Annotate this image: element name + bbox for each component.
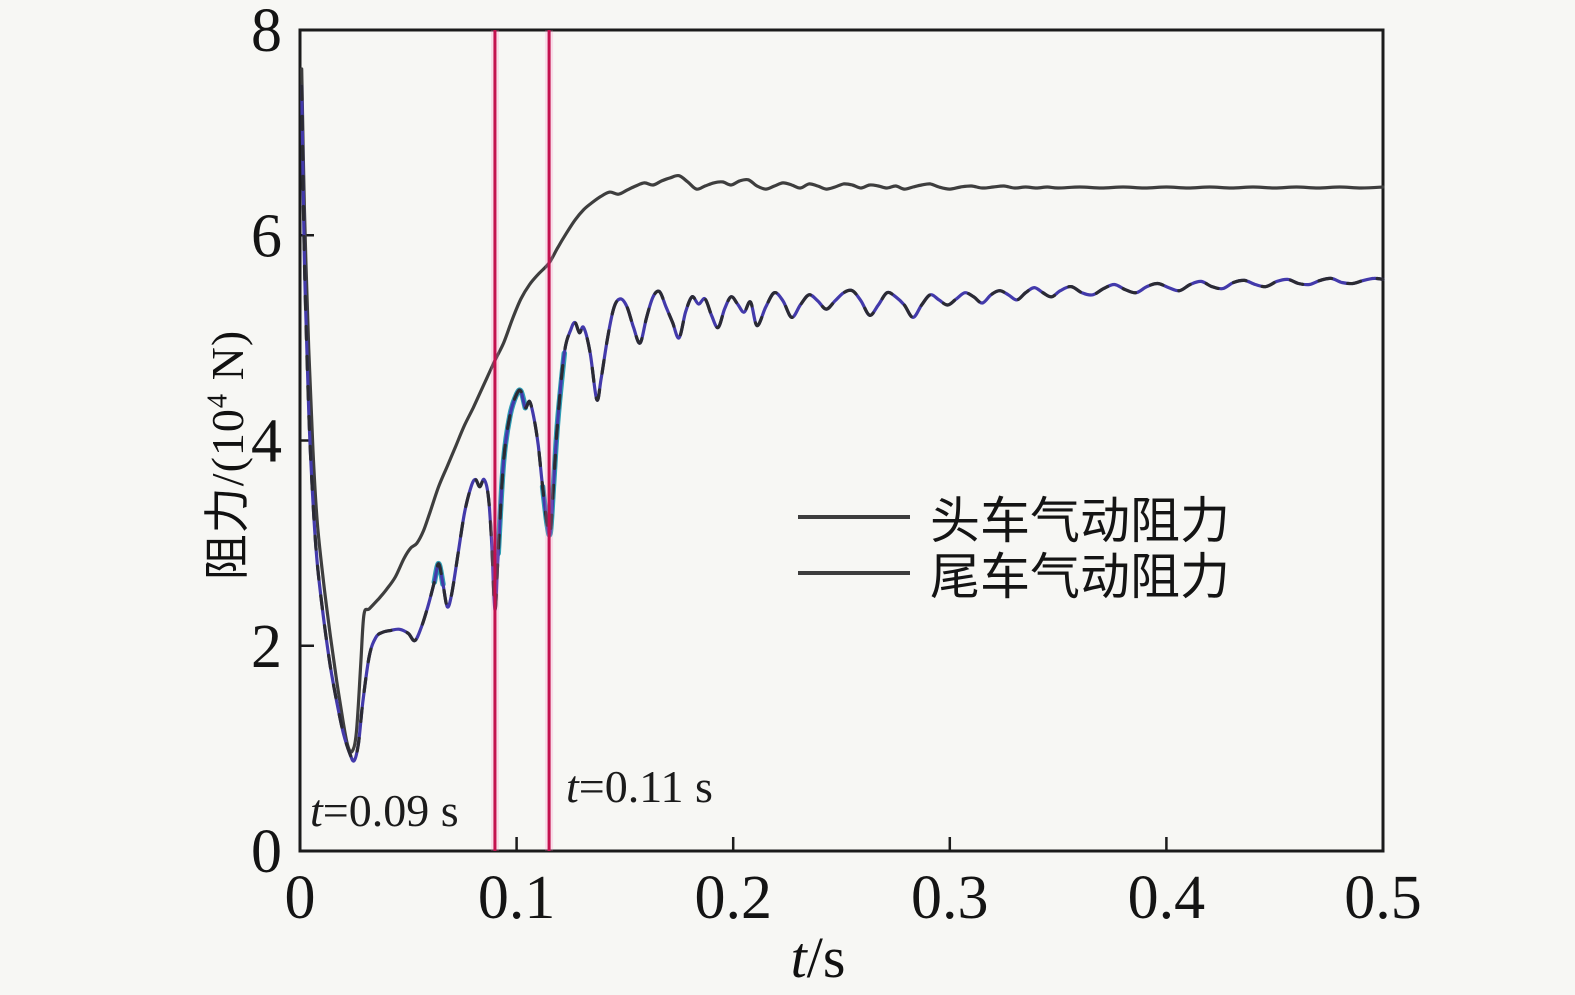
legend: 头车气动阻力 尾车气动阻力 (798, 489, 1230, 605)
x-tick-label: 0.1 (478, 864, 556, 932)
x-axis-label-rest: /s (806, 925, 846, 990)
head-car-curve (300, 67, 1385, 754)
vline-annotation-011: t=0.11 s (566, 760, 713, 813)
y-axis-label-sup: 4 (202, 392, 234, 409)
y-axis-label: 阻力/(104 N) (191, 330, 257, 580)
x-tick-label: 0.5 (1344, 864, 1422, 932)
annotation-var: t (566, 761, 579, 812)
x-tick-label: 0.3 (911, 864, 989, 932)
legend-item-head-car: 头车气动阻力 (798, 489, 1230, 549)
tail-car-curve-overlay (300, 84, 1385, 763)
y-axis-label-prefix: 阻力/(10 (202, 408, 253, 581)
y-ticks: 0 2 4 6 8 (251, 0, 314, 886)
axes-box (298, 28, 1385, 853)
annotation-rest: =0.09 s (322, 785, 459, 836)
annotation-var: t (310, 785, 323, 836)
y-tick-label: 0 (251, 818, 282, 886)
legend-label: 头车气动阻力 (930, 493, 1230, 549)
y-axis-label-suffix: N) (202, 329, 253, 393)
x-ticks: 0 0.1 0.2 0.3 0.4 0.5 (285, 837, 1422, 932)
x-axis-label-var: t (790, 925, 807, 990)
legend-line-swatch (798, 515, 910, 519)
vline-annotation-009: t=0.09 s (310, 784, 459, 837)
legend-item-tail-car: 尾车气动阻力 (798, 545, 1230, 605)
x-axis-label: t/s (791, 924, 846, 991)
y-tick-label: 8 (251, 0, 282, 65)
legend-label: 尾车气动阻力 (930, 549, 1230, 605)
y-tick-label: 4 (251, 408, 282, 476)
x-tick-label: 0 (285, 864, 316, 932)
annotation-rest: =0.11 s (578, 761, 713, 812)
y-tick-label: 2 (251, 613, 282, 681)
x-tick-label: 0.4 (1128, 864, 1206, 932)
y-tick-label: 6 (251, 202, 282, 270)
x-tick-label: 0.2 (694, 864, 772, 932)
legend-line-swatch (798, 571, 910, 575)
